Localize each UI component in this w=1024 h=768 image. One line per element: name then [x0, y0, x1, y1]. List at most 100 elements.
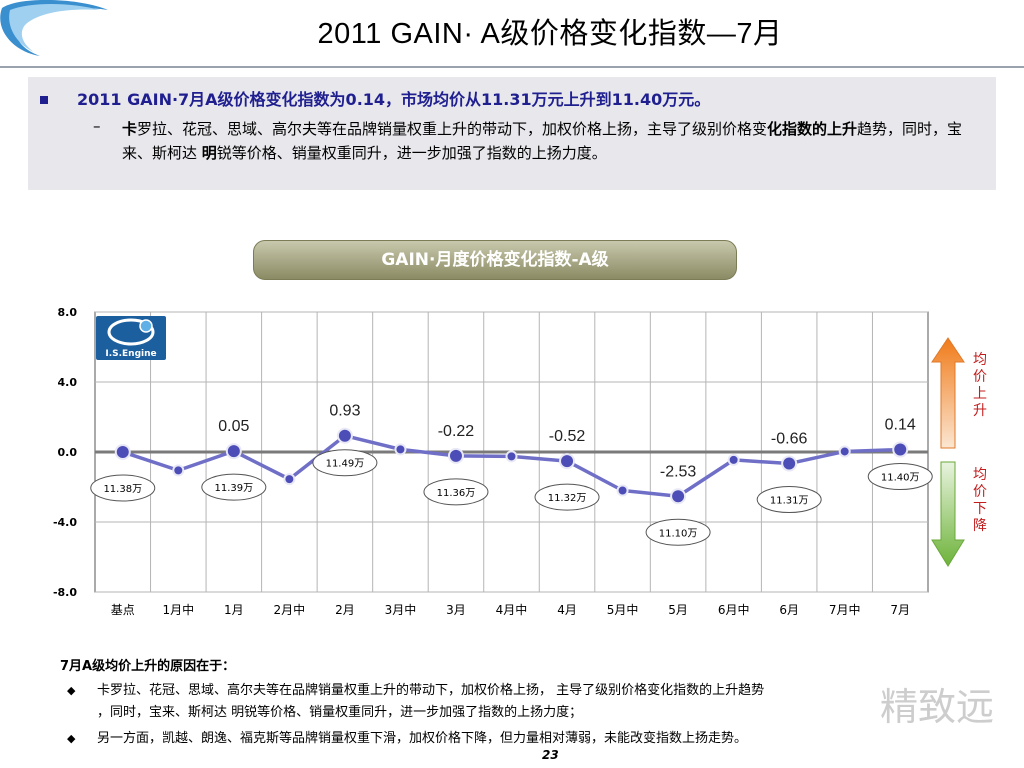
page-number: 23	[542, 748, 559, 762]
data-point	[892, 441, 909, 458]
page-title: 2011 GAIN· A级价格变化指数—7月	[317, 18, 783, 50]
data-point	[727, 453, 740, 466]
price-bubble-label: 11.31万	[770, 496, 809, 507]
data-point	[283, 473, 296, 486]
price-bubble: 11.49万	[312, 449, 378, 477]
x-tick-label: 7月	[890, 603, 910, 617]
price-bubble-label: 11.49万	[326, 459, 365, 470]
summary-box	[28, 77, 996, 190]
diamond-bullet-icon: ◆	[67, 732, 76, 745]
square-bullet-icon	[40, 96, 48, 104]
x-tick-label: 4月	[557, 603, 577, 617]
data-point	[336, 427, 353, 444]
is-engine-logo: I.S.Engine	[96, 316, 166, 360]
summary-detail-bold-2: 化指数的上升	[767, 120, 858, 138]
price-bubble-shape	[423, 478, 489, 506]
price-bubble: 11.36万	[423, 478, 489, 506]
index-value-label: 0.05	[218, 418, 249, 435]
x-tick-label: 5月中	[607, 602, 639, 617]
data-point	[114, 444, 131, 460]
index-value-label: -0.66	[771, 431, 808, 448]
x-tick-label: 基点	[111, 603, 135, 617]
index-value-label: 0.93	[329, 403, 360, 420]
summary-detail-text-3: 锐等价格、销量权重同升，进一步加强了指数的上扬力度。	[216, 144, 607, 162]
price-bubble: 11.31万	[756, 486, 822, 514]
price-bubble-label: 11.32万	[548, 493, 587, 504]
chart-title: GAIN·月度价格变化指数-A级	[253, 240, 737, 280]
summary-detail-text-1: 罗拉、花冠、思域、高尔夫等在品牌销量权重上升的带动下，加权价格上扬，主导了级别价…	[137, 120, 768, 138]
price-bubble: 11.39万	[201, 473, 267, 501]
x-tick-label: 7月中	[829, 602, 861, 617]
x-tick-label: 6月	[779, 603, 799, 617]
data-point	[172, 464, 185, 477]
x-tick-label: 6月中	[718, 602, 750, 617]
logo-orbit	[107, 318, 155, 346]
x-tick-label: 2月中	[274, 602, 306, 617]
price-up-label: 均价上升	[973, 352, 987, 419]
y-tick-label: -8.0	[53, 586, 77, 599]
reasons-title: 7月A级均价上升的原因在于：	[60, 659, 236, 674]
x-tick-label: 2月	[335, 603, 355, 617]
price-bubble-label: 11.36万	[437, 488, 476, 499]
arrow-up-icon	[931, 337, 965, 449]
y-tick-label: -4.0	[53, 516, 77, 529]
summary-headline: 2011 GAIN·7月A级价格变化指数为0.14，市场均价从11.31万元上升…	[77, 90, 711, 109]
arrow-down-icon	[931, 461, 965, 567]
dash-bullet-icon: –	[93, 117, 101, 135]
price-bubble-label: 11.40万	[881, 473, 920, 484]
price-bubble-label: 11.10万	[659, 528, 698, 539]
reason-2-line-1: 另一方面，凯越、朗逸、福克斯等品牌销量权重下滑，加权价格下降，但力量相对薄弱，未…	[97, 731, 748, 746]
logo-dot	[139, 319, 153, 333]
index-value-label: -2.53	[660, 463, 697, 480]
price-bubble: 11.32万	[534, 483, 600, 511]
data-point	[447, 447, 464, 464]
price-bubble-label: 11.39万	[215, 483, 254, 494]
x-tick-label: 3月	[446, 603, 466, 617]
price-bubble-shape	[645, 518, 711, 546]
price-bubble: 11.10万	[645, 518, 711, 546]
reason-1-line-2: ，同时，宝来、斯柯达 明锐等价格、销量权重同升，进一步加强了指数的上扬力度；	[97, 705, 583, 720]
title-divider	[0, 66, 1024, 68]
diamond-bullet-icon: ◆	[67, 684, 76, 697]
price-bubble-shape	[756, 486, 822, 514]
summary-detail: 卡罗拉、花冠、思域、高尔夫等在品牌销量权重上升的带动下，加权价格上扬，主导了级别…	[122, 117, 987, 165]
index-value-label: -0.52	[549, 428, 586, 445]
y-tick-label: 4.0	[58, 376, 78, 389]
price-bubble-shape	[867, 463, 933, 491]
data-point	[838, 445, 851, 458]
data-point	[505, 450, 518, 463]
index-value-label: -0.22	[438, 423, 475, 440]
x-tick-label: 1月	[224, 603, 244, 617]
chart-labels: 8.0 4.0 0.0 -4.0 -8.0 基点 1月中 1月 2月中 2月 3月中 3月 4月中 4月 5…	[53, 306, 933, 617]
logo-text: I.S.Engine	[105, 349, 156, 359]
data-point	[394, 443, 407, 456]
summary-detail-bold-1: 卡	[122, 120, 138, 138]
price-bubble: 11.38万	[90, 474, 156, 502]
summary-detail-text-2: 趋势，同时，宝来、斯柯达	[122, 120, 963, 162]
price-bubble-label: 11.38万	[103, 484, 142, 495]
x-tick-label: 3月中	[385, 602, 417, 617]
data-point	[225, 443, 242, 460]
price-bubble-shape	[90, 474, 156, 502]
price-bubble-shape	[312, 449, 378, 477]
y-tick-label: 8.0	[58, 306, 78, 319]
reason-1-line-1: 卡罗拉、花冠、思域、高尔夫等在品牌销量权重上升的带动下，加权价格上扬， 主导了级…	[97, 683, 765, 698]
data-point	[781, 455, 798, 472]
data-point	[670, 488, 687, 505]
x-tick-label: 5月	[668, 603, 688, 617]
summary-detail-bold-3: 明	[201, 144, 217, 162]
price-index-line-chart: 8.0 4.0 0.0 -4.0 -8.0 基点 1月中 1月 2月中 2月 3月中 3月 4月中 4月 5…	[53, 306, 933, 617]
price-bubble-shape	[201, 473, 267, 501]
chart-markers	[114, 427, 909, 505]
watermark: 精致远	[880, 685, 995, 729]
index-value-label: 0.14	[885, 417, 916, 434]
header-swoosh-decoration	[0, 0, 108, 56]
price-bubble: 11.40万	[867, 463, 933, 491]
price-bubble-shape	[534, 483, 600, 511]
data-point	[616, 484, 629, 497]
y-tick-label: 0.0	[58, 446, 78, 459]
data-point	[559, 453, 576, 470]
x-tick-label: 4月中	[496, 602, 528, 617]
x-tick-label: 1月中	[162, 602, 194, 617]
price-down-label: 均价下降	[973, 467, 987, 534]
